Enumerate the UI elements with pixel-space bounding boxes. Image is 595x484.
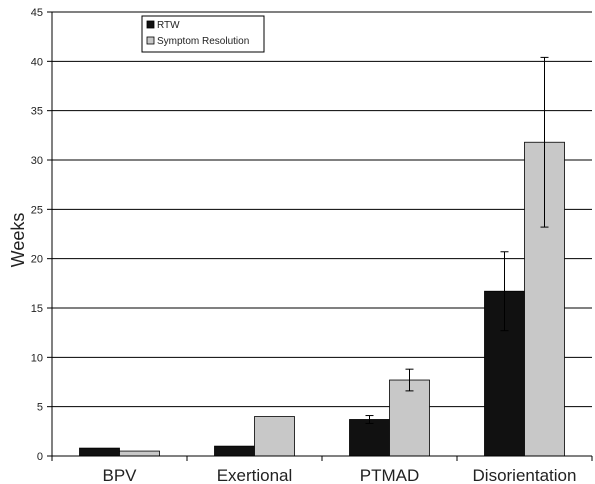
legend: RTW Symptom Resolution: [141, 15, 265, 53]
y-tick-label: 10: [31, 352, 43, 364]
x-category-labels: BPV Exertional PTMAD Disorientation: [102, 466, 576, 484]
gridlines: [52, 11, 592, 408]
legend-box: [141, 15, 265, 53]
legend-swatch: [146, 36, 155, 45]
y-tick-label: 40: [31, 56, 43, 68]
bar-rtw-exertional: [214, 445, 255, 457]
legend-label: Symptom Resolution: [157, 36, 249, 47]
y-tick-label: 20: [31, 254, 43, 266]
bar-rtw-ptmad: [349, 419, 390, 457]
legend-label: RTW: [157, 20, 180, 31]
y-tick-label: 30: [31, 155, 43, 167]
y-tick-label: 45: [31, 7, 43, 19]
error-bars: [365, 56, 549, 424]
x-category-label: BPV: [102, 466, 137, 484]
bars: [79, 141, 565, 457]
legend-swatch: [146, 20, 155, 29]
y-tick-label: 15: [31, 303, 43, 315]
x-category-label: PTMAD: [360, 466, 420, 484]
axes: [51, 12, 593, 461]
y-axis-title: Weeks: [8, 213, 28, 268]
bar-rtw-bpv: [79, 447, 120, 457]
y-tick-label: 5: [37, 402, 43, 414]
y-tick-label: 25: [31, 204, 43, 216]
y-tick-label: 0: [37, 451, 43, 463]
y-tick-label: 35: [31, 106, 43, 118]
x-category-label: Disorientation: [473, 466, 577, 484]
bar-symptom-resolution-exertional: [254, 416, 295, 457]
y-tick-labels: 0 5 10 15 20 25 30 35 40 45: [31, 7, 52, 463]
x-category-label: Exertional: [217, 466, 293, 484]
bar-symptom-resolution-bpv: [119, 450, 160, 457]
bar-symptom-resolution-ptmad: [389, 379, 430, 457]
